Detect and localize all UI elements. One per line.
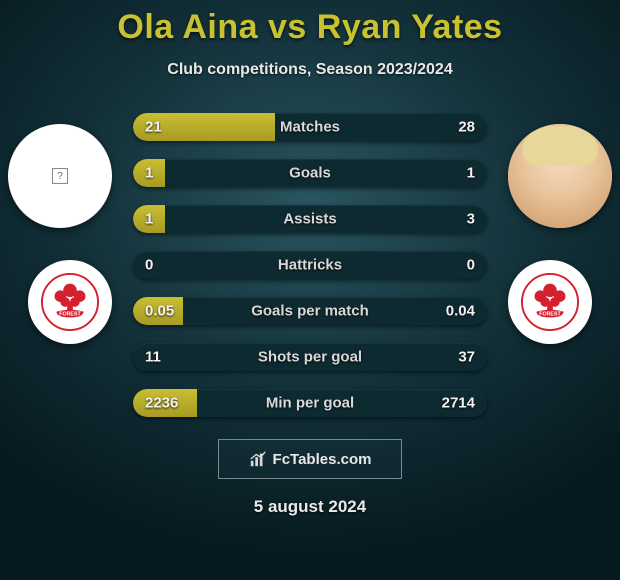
- stat-bar: 2236 Min per goal 2714: [133, 389, 487, 417]
- stat-bar: 1 Assists 3: [133, 205, 487, 233]
- stat-value-left: 21: [145, 119, 162, 136]
- player-right-avatar: [508, 124, 612, 228]
- chart-icon: [249, 450, 267, 468]
- stat-value-left: 11: [145, 349, 161, 366]
- stat-label: Goals: [289, 165, 331, 182]
- stat-label: Min per goal: [266, 395, 354, 412]
- stat-value-right: 1: [467, 165, 475, 182]
- stat-bar: 11 Shots per goal 37: [133, 343, 487, 371]
- source-logo-text: FcTables.com: [273, 451, 372, 468]
- stats-container: 21Matches281Goals11Assists30Hattricks00.…: [133, 113, 487, 417]
- stat-value-right: 0: [467, 257, 475, 274]
- svg-text:FOREST: FOREST: [539, 312, 561, 318]
- club-right-badge: FOREST: [508, 260, 592, 344]
- svg-text:FOREST: FOREST: [59, 312, 81, 318]
- stat-label: Shots per goal: [258, 349, 362, 366]
- forest-badge-icon: FOREST: [521, 273, 579, 331]
- stat-value-left: 0: [145, 257, 153, 274]
- stat-bar: 21 Matches 28: [133, 113, 487, 141]
- stat-value-left: 1: [145, 211, 153, 228]
- stat-bar: 1 Goals 1: [133, 159, 487, 187]
- stat-label: Assists: [283, 211, 336, 228]
- stat-value-right: 0.04: [446, 303, 475, 320]
- player-face-placeholder: [508, 124, 612, 228]
- missing-image-icon: ?: [52, 168, 68, 184]
- subtitle: Club competitions, Season 2023/2024: [167, 61, 452, 79]
- stat-value-right: 28: [458, 119, 475, 136]
- stat-value-right: 3: [467, 211, 475, 228]
- stat-value-left: 0.05: [145, 303, 174, 320]
- forest-badge-icon: FOREST: [41, 273, 99, 331]
- stat-value-right: 37: [458, 349, 475, 366]
- player-left-avatar: ?: [8, 124, 112, 228]
- date-label: 5 august 2024: [254, 497, 366, 517]
- club-left-badge: FOREST: [28, 260, 112, 344]
- source-logo: FcTables.com: [218, 439, 402, 479]
- stat-bar: 0.05 Goals per match 0.04: [133, 297, 487, 325]
- stat-label: Goals per match: [251, 303, 369, 320]
- stat-label: Hattricks: [278, 257, 342, 274]
- stat-label: Matches: [280, 119, 340, 136]
- stat-value-left: 2236: [145, 395, 178, 412]
- stat-bar: 0 Hattricks 0: [133, 251, 487, 279]
- stat-value-left: 1: [145, 165, 153, 182]
- page-title: Ola Aina vs Ryan Yates: [117, 8, 502, 47]
- stat-value-right: 2714: [442, 395, 475, 412]
